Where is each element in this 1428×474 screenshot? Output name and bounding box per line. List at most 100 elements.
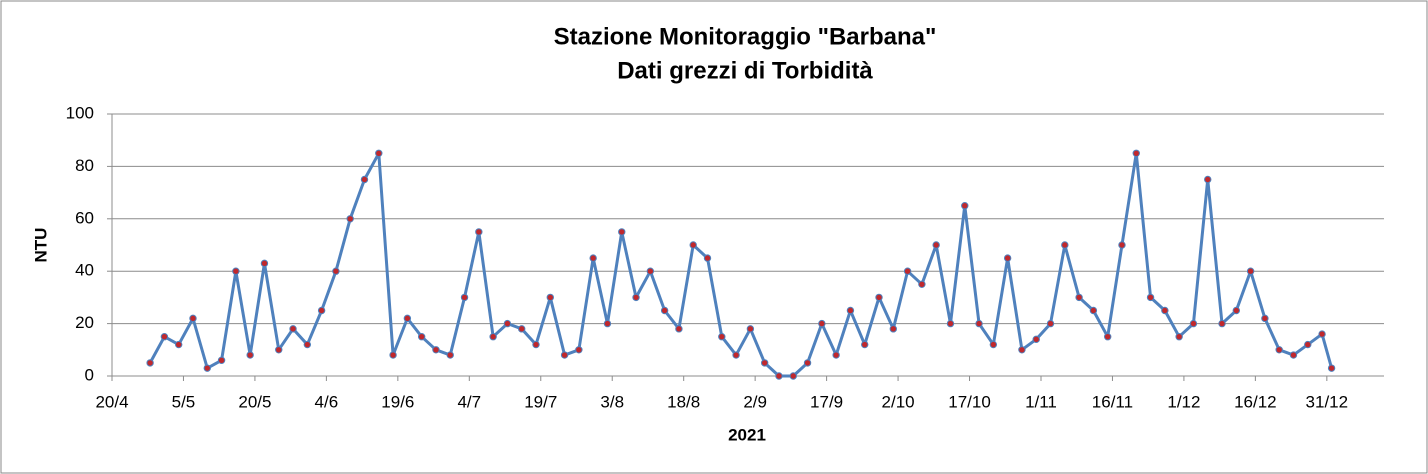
x-tick-label: 1/12 [1167,392,1200,411]
data-point [1189,319,1198,328]
data-point [1304,340,1312,349]
data-point [746,325,755,333]
data-point [160,333,169,341]
data-point [232,267,240,275]
data-point [389,351,397,359]
data-point [861,340,869,349]
x-tick-label: 20/5 [238,392,271,411]
data-point [317,306,326,315]
data-point [1075,293,1083,302]
x-tick-label: 4/7 [457,392,481,411]
y-axis-title: NTU [31,228,50,263]
x-tick-label: 5/5 [172,392,196,411]
data-point [246,351,254,359]
data-point [818,319,826,328]
data-point [1089,306,1098,315]
data-point [275,346,283,354]
data-point [775,372,783,380]
data-point [432,346,440,354]
data-point [1232,306,1241,315]
x-tick-label: 20/4 [95,392,128,411]
data-point [903,267,912,275]
x-tick-label: 18/8 [667,392,700,411]
x-tick-label: 16/11 [1092,392,1133,411]
y-tick-label: 0 [85,365,94,384]
x-tick-label: 31/12 [1306,392,1349,411]
x-tick-label: 3/8 [600,392,624,411]
data-point [618,228,626,236]
data-point [703,254,712,262]
data-point [260,259,269,268]
data-point [1146,293,1155,302]
x-tick-label: 2/10 [882,392,915,411]
data-point [174,340,183,349]
y-tick-label: 20 [75,313,94,332]
data-point [918,280,926,288]
data-point [489,333,497,341]
data-point [289,325,297,333]
data-point [589,254,597,262]
data-point [689,241,697,249]
data-point [1318,330,1326,338]
data-point [675,325,683,333]
y-tick-label: 60 [75,208,94,227]
data-point [417,333,426,341]
data-point [1046,319,1055,328]
data-point [1261,314,1269,323]
chart-subtitle: Dati grezzi di Torbidità [617,57,873,84]
data-point [760,359,769,367]
data-point [946,319,955,328]
data-point [1246,267,1255,275]
data-point [475,228,483,236]
x-tick-label: 4/6 [315,392,339,411]
data-point [518,325,526,333]
data-point [1018,346,1026,354]
data-point [846,306,855,315]
data-point [332,267,340,275]
data-point [875,293,883,302]
data-point [203,364,211,372]
data-point [503,319,512,328]
data-point [560,351,569,359]
y-tick-label: 40 [75,261,94,280]
data-point [1204,175,1212,184]
data-point [660,306,669,315]
data-point [532,340,540,349]
y-tick-label: 100 [66,103,94,122]
data-point [1218,319,1226,328]
data-point [961,202,969,210]
data-point [1275,346,1283,354]
data-point [146,359,154,367]
data-point [460,293,469,302]
data-point [360,175,369,184]
data-point [1175,333,1183,341]
data-point [718,333,726,341]
x-axis-title: 2021 [728,425,766,444]
data-point [346,215,354,223]
data-point [889,325,898,333]
data-point [1132,149,1140,158]
data-point [646,267,655,275]
data-point [375,149,383,158]
data-point [1032,335,1040,344]
data-point [1289,351,1298,359]
chart-title: Stazione Monitoraggio "Barbana" [554,23,937,50]
data-point [189,314,197,323]
data-point [217,356,226,364]
x-tick-label: 17/10 [948,392,991,411]
data-point [975,319,983,328]
x-tick-label: 19/7 [524,392,557,411]
data-point [1161,306,1169,315]
data-point [446,351,454,359]
series-line [148,151,1334,378]
data-point [546,293,554,302]
data-point [1118,241,1126,249]
y-tick-label: 80 [75,156,94,175]
data-point [632,293,640,302]
data-point [932,241,940,249]
data-point [575,346,583,354]
data-point [789,372,797,380]
